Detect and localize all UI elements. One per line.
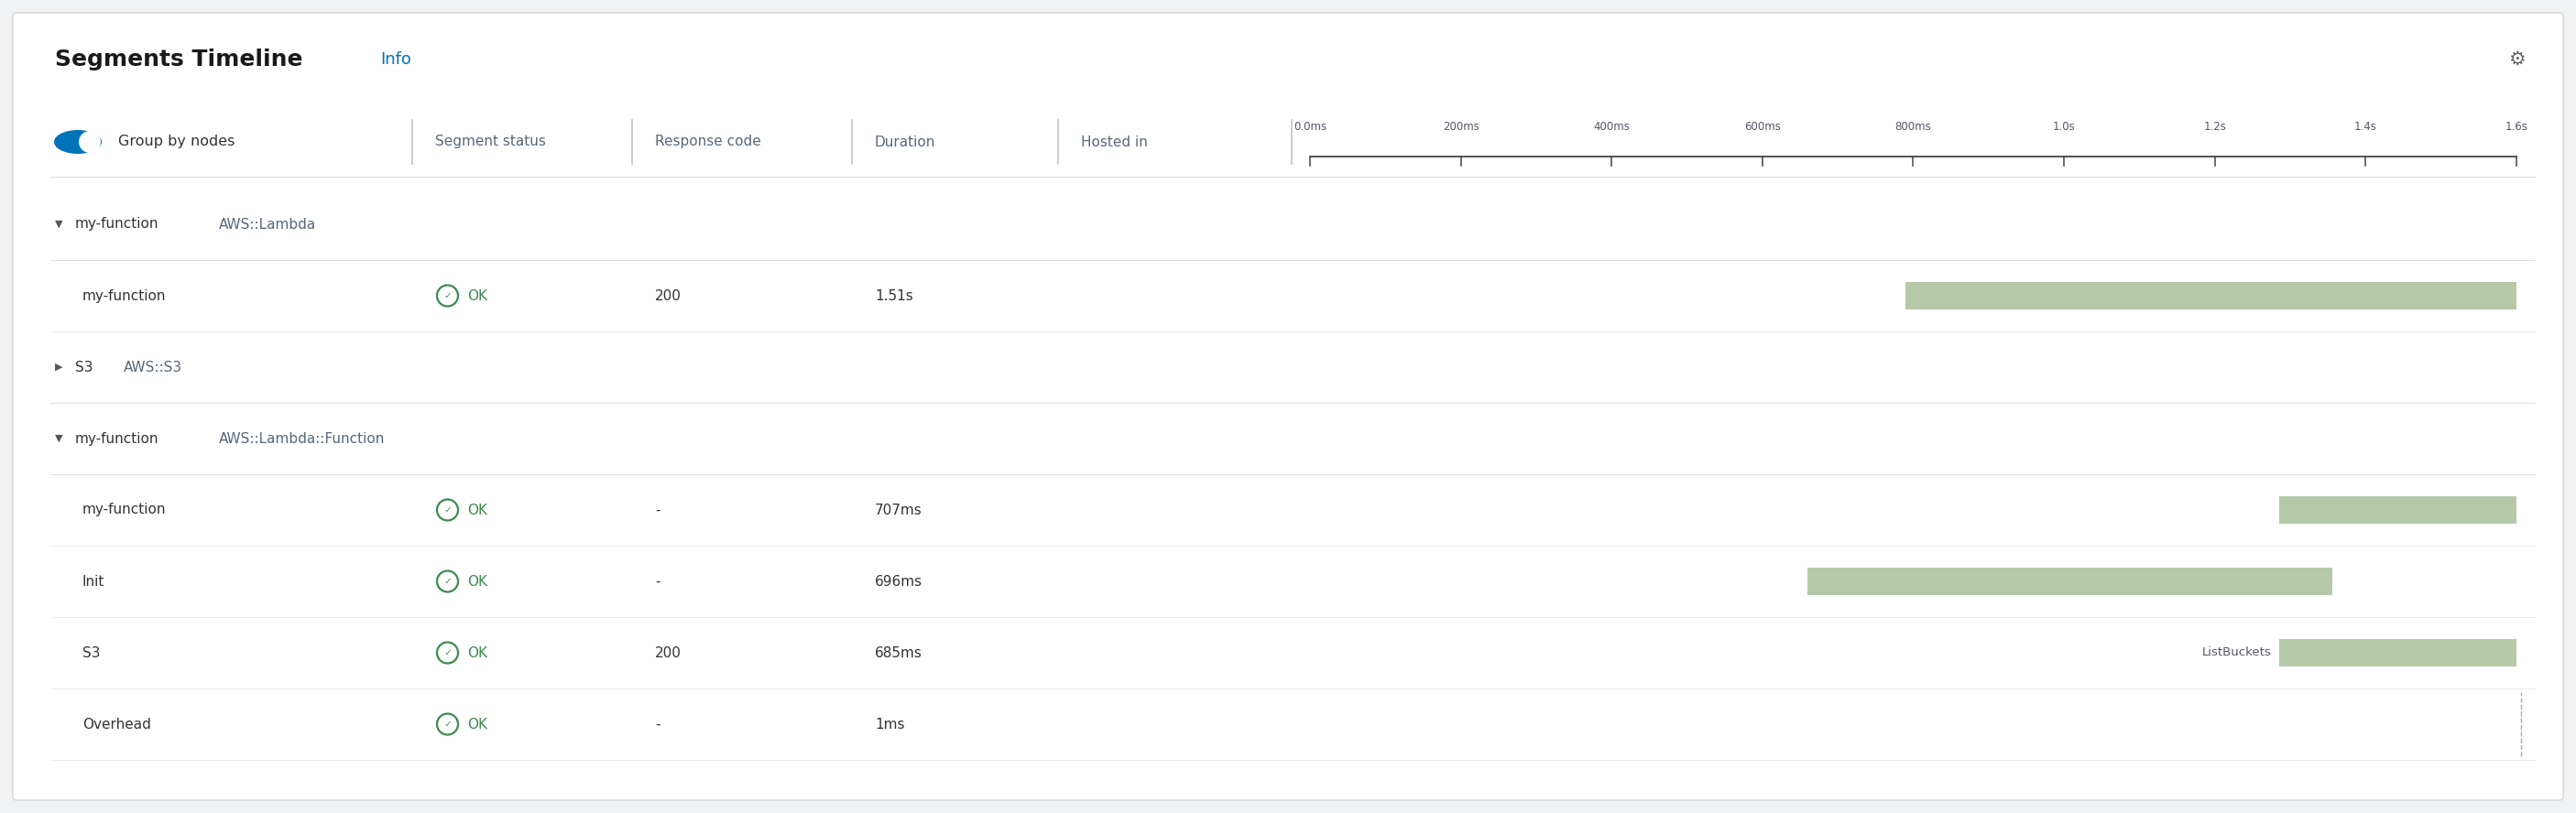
Text: Segments Timeline: Segments Timeline bbox=[54, 49, 304, 71]
Text: ✓: ✓ bbox=[443, 506, 451, 515]
Text: Group by nodes: Group by nodes bbox=[118, 135, 234, 149]
Text: Overhead: Overhead bbox=[82, 717, 152, 731]
Text: 200: 200 bbox=[654, 646, 683, 659]
Text: my-function: my-function bbox=[82, 289, 167, 302]
Bar bbox=[1906, 282, 2517, 310]
Text: 1ms: 1ms bbox=[876, 717, 904, 731]
Text: my-function: my-function bbox=[75, 217, 160, 231]
Text: ▶: ▶ bbox=[54, 363, 62, 372]
Text: AWS::Lambda::Function: AWS::Lambda::Function bbox=[219, 432, 384, 446]
FancyBboxPatch shape bbox=[13, 13, 2563, 800]
Text: ▼: ▼ bbox=[54, 434, 62, 443]
Text: ✓: ✓ bbox=[443, 576, 451, 586]
Bar bbox=[2280, 639, 2517, 667]
Text: -: - bbox=[654, 503, 659, 517]
Text: OK: OK bbox=[466, 503, 487, 517]
Text: Response code: Response code bbox=[654, 135, 760, 149]
Text: OK: OK bbox=[466, 289, 487, 302]
Text: 685ms: 685ms bbox=[876, 646, 922, 659]
Text: ▼: ▼ bbox=[54, 220, 62, 229]
Text: 200ms: 200ms bbox=[1443, 121, 1479, 133]
Text: 1.4s: 1.4s bbox=[2354, 121, 2378, 133]
Bar bbox=[1808, 567, 2331, 595]
Text: 1.51s: 1.51s bbox=[876, 289, 912, 302]
Text: 1.0s: 1.0s bbox=[2053, 121, 2076, 133]
Text: 600ms: 600ms bbox=[1744, 121, 1780, 133]
Text: Info: Info bbox=[381, 51, 412, 67]
Text: S3: S3 bbox=[75, 360, 93, 374]
Text: 1.2s: 1.2s bbox=[2202, 121, 2226, 133]
Text: ✓: ✓ bbox=[443, 648, 451, 658]
Text: ✓: ✓ bbox=[443, 720, 451, 728]
Text: ✓: ✓ bbox=[443, 291, 451, 300]
Text: my-function: my-function bbox=[82, 503, 167, 517]
Text: OK: OK bbox=[466, 575, 487, 589]
Text: AWS::Lambda: AWS::Lambda bbox=[219, 217, 317, 231]
Bar bbox=[2280, 496, 2517, 524]
Text: 200: 200 bbox=[654, 289, 683, 302]
Ellipse shape bbox=[54, 130, 100, 154]
Text: Segment status: Segment status bbox=[435, 135, 546, 149]
Text: ⚙: ⚙ bbox=[2509, 50, 2524, 68]
Text: Duration: Duration bbox=[876, 135, 935, 149]
Text: -: - bbox=[654, 717, 659, 731]
Text: 696ms: 696ms bbox=[876, 575, 922, 589]
Text: OK: OK bbox=[466, 646, 487, 659]
Text: S3: S3 bbox=[82, 646, 100, 659]
Text: 800ms: 800ms bbox=[1896, 121, 1932, 133]
Circle shape bbox=[80, 131, 100, 153]
Text: Hosted in: Hosted in bbox=[1082, 135, 1149, 149]
Text: 1.6s: 1.6s bbox=[2504, 121, 2527, 133]
Text: AWS::S3: AWS::S3 bbox=[124, 360, 183, 374]
Text: OK: OK bbox=[466, 717, 487, 731]
Text: ListBuckets: ListBuckets bbox=[2202, 647, 2272, 659]
Text: -: - bbox=[654, 575, 659, 589]
Text: Init: Init bbox=[82, 575, 106, 589]
Text: 707ms: 707ms bbox=[876, 503, 922, 517]
Text: 0.0ms: 0.0ms bbox=[1293, 121, 1327, 133]
Text: 400ms: 400ms bbox=[1595, 121, 1631, 133]
Text: my-function: my-function bbox=[75, 432, 160, 446]
